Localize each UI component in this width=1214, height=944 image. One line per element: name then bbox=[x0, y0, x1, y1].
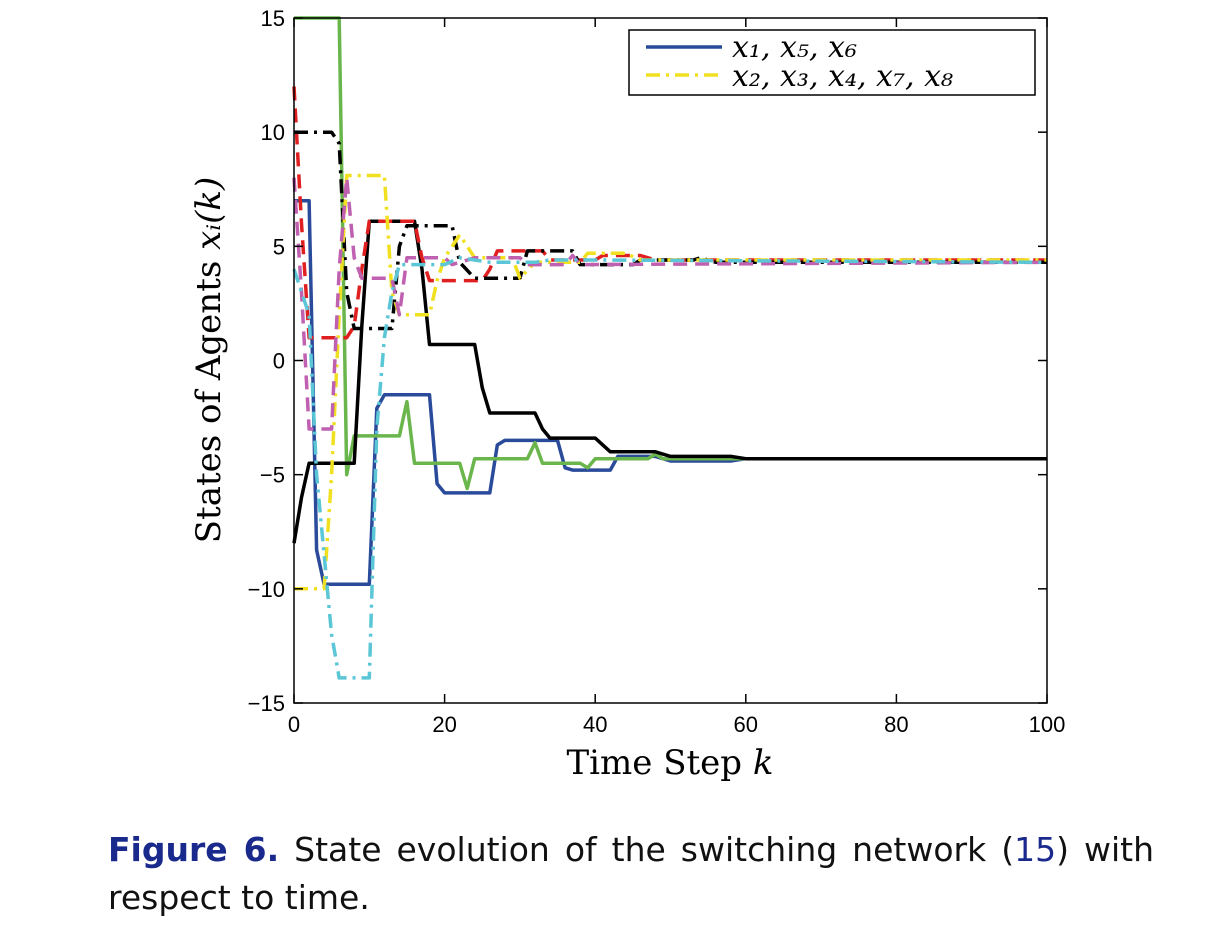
y-axis-title: States of Agents xᵢ(k) bbox=[189, 177, 229, 544]
series-line-4 bbox=[292, 86, 1047, 340]
figure-caption: Figure 6. State evolution of the switchi… bbox=[108, 826, 1154, 922]
series-layer bbox=[292, 16, 1048, 680]
caption-text-after: ) with respect to time. bbox=[108, 830, 1154, 917]
y-tick-label: 5 bbox=[273, 234, 285, 259]
y-tick-label: −10 bbox=[248, 577, 285, 602]
plot-frame bbox=[293, 17, 1048, 704]
caption-equation-ref[interactable]: 15 bbox=[1014, 830, 1057, 869]
legend-label-1: x₁, x₅, x₆ bbox=[732, 30, 857, 65]
series-line-7 bbox=[292, 176, 1048, 431]
x-axis-title-main: Time Step bbox=[567, 743, 753, 783]
x-tick-label: 80 bbox=[884, 712, 908, 737]
x-tick-label: 40 bbox=[583, 712, 607, 737]
legend-box bbox=[628, 29, 1036, 96]
y-tick-label: −5 bbox=[260, 463, 285, 488]
chart: 0 20 40 60 80 100 15 10 5 0 −5 −10 −15 Time Step k S… bbox=[189, 6, 1066, 783]
y-tick-label: 0 bbox=[273, 349, 285, 374]
y-tick-label: 15 bbox=[261, 6, 285, 31]
series-line-3 bbox=[292, 219, 1047, 544]
ticks-layer: 0 20 40 60 80 100 15 10 5 0 −5 −10 −15 bbox=[248, 6, 1066, 737]
x-tick-label: 100 bbox=[1029, 712, 1066, 737]
caption-text-before: State evolution of the switching network… bbox=[279, 830, 1015, 869]
x-axis-title: Time Step k bbox=[567, 743, 774, 783]
caption-label: Figure 6. bbox=[108, 830, 280, 869]
x-tick-label: 60 bbox=[734, 712, 758, 737]
series-line-2 bbox=[294, 16, 1047, 491]
y-axis-title-var: xᵢ(k) bbox=[189, 177, 229, 250]
y-tick-label: −15 bbox=[248, 691, 285, 716]
legend: x₁, x₅, x₆ x₂, x₃, x₄, x₇, x₈ bbox=[628, 29, 1036, 96]
series-line-5 bbox=[294, 130, 1047, 331]
x-tick-label: 20 bbox=[432, 712, 456, 737]
x-tick-label: 0 bbox=[288, 712, 300, 737]
series-line-8 bbox=[292, 256, 1048, 680]
y-axis-title-main: States of Agents bbox=[189, 250, 229, 543]
y-tick-label: 10 bbox=[261, 120, 285, 145]
x-axis-title-var: k bbox=[753, 743, 774, 783]
series-line-6 bbox=[294, 173, 1047, 591]
legend-label-2: x₂, x₃, x₄, x₇, x₈ bbox=[732, 59, 953, 94]
